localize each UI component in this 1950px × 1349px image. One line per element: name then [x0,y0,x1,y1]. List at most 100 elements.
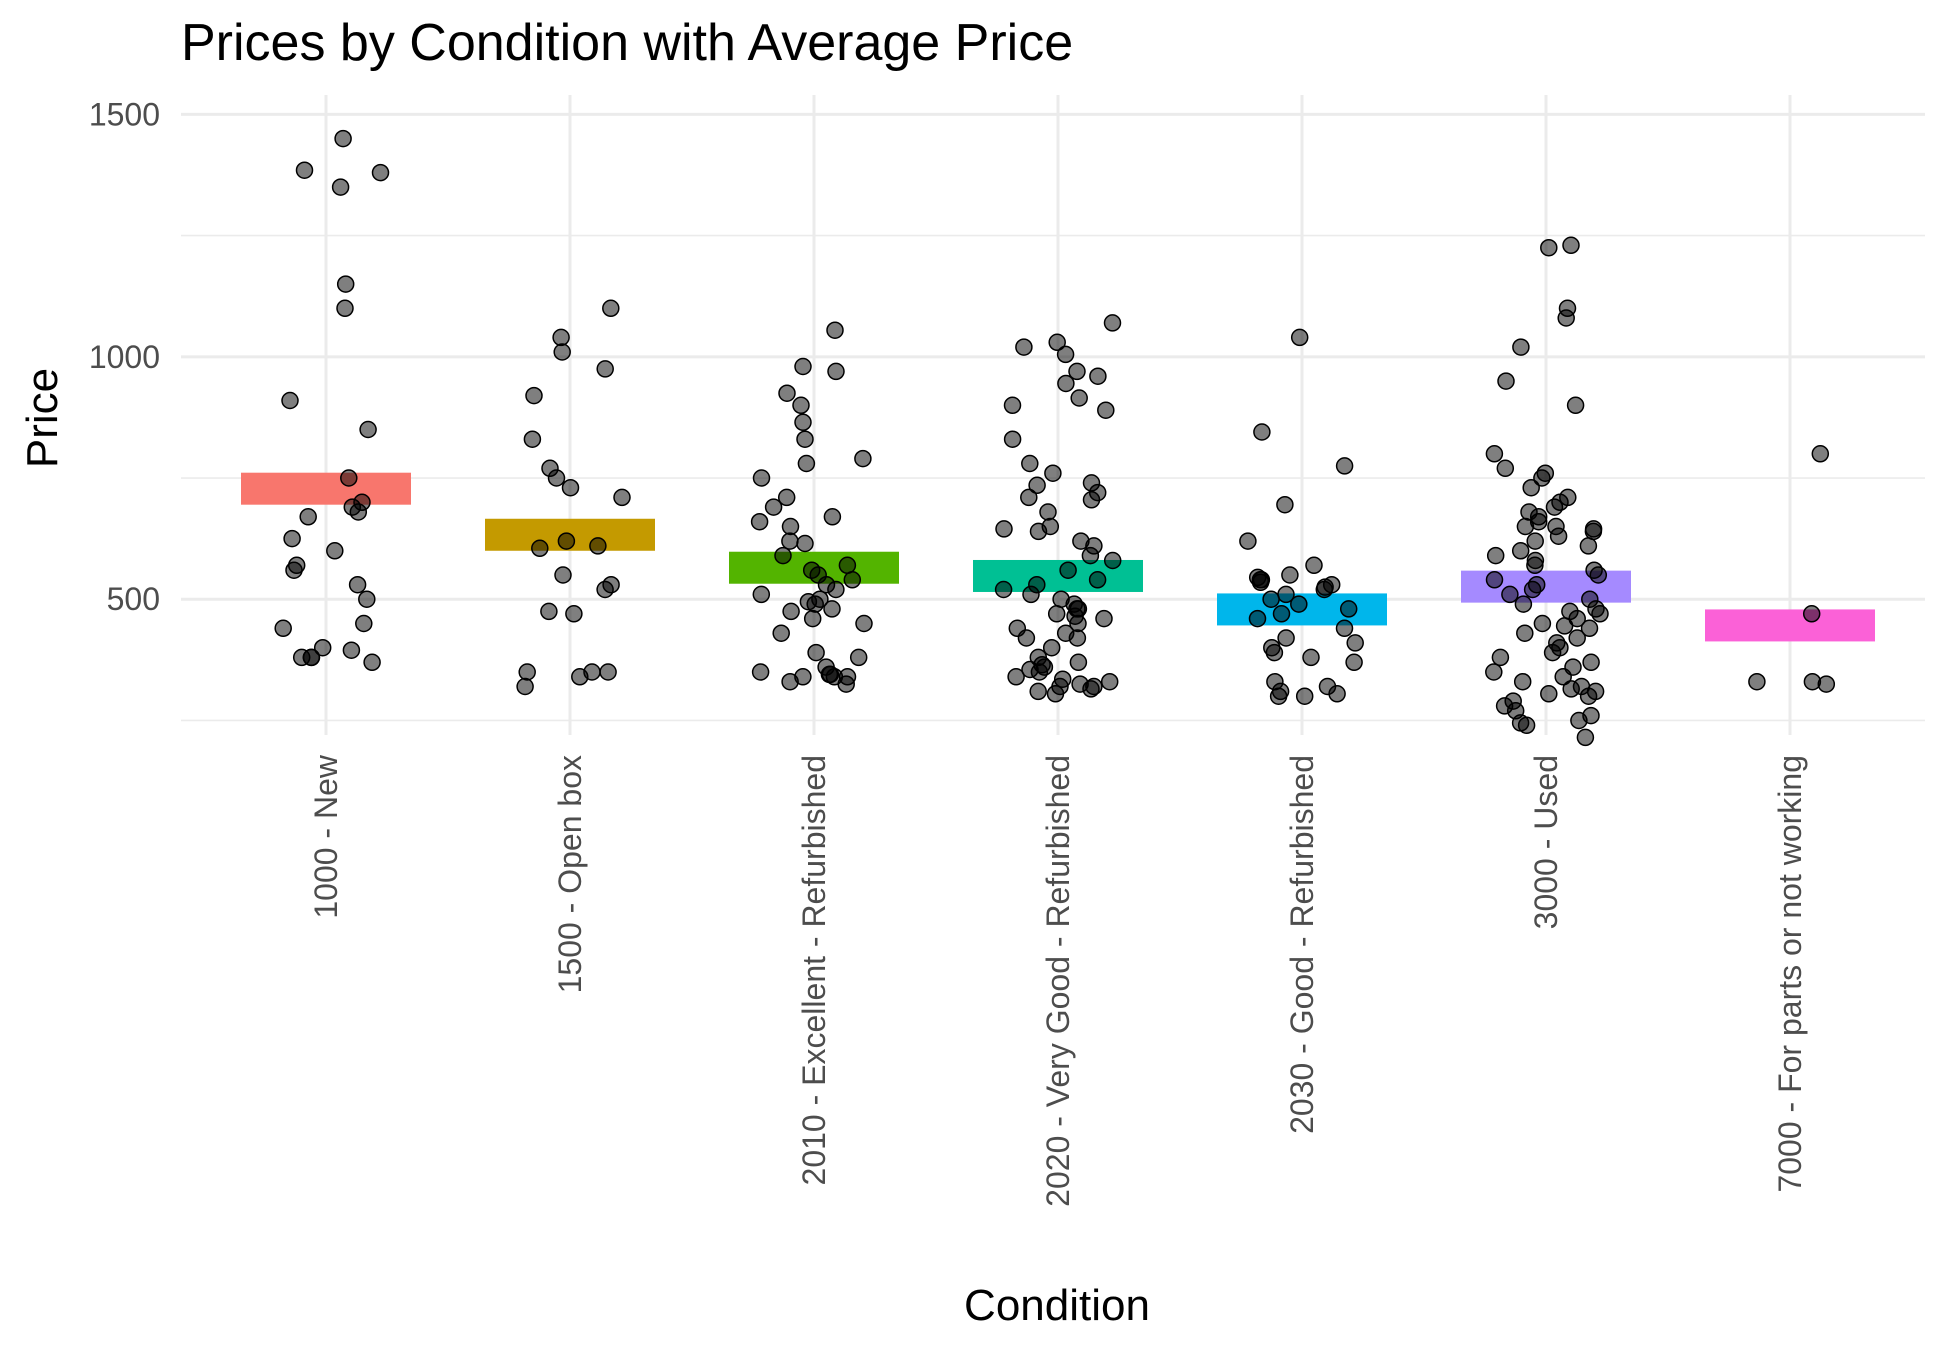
price-point [1081,546,1100,565]
price-point [1485,663,1503,681]
price-point [1591,605,1609,623]
price-point [313,638,332,657]
price-point [561,478,580,497]
price-point [1007,668,1025,686]
price-point [1044,464,1062,482]
price-point [1517,716,1536,735]
price-point [281,391,299,410]
price-point [1579,687,1598,705]
price-point [777,488,796,507]
price-point [1346,634,1364,652]
price-point [1265,643,1284,662]
price-point [355,614,373,633]
price-point [1100,672,1119,691]
price-point [806,595,824,613]
price-point [1290,328,1309,347]
price-point [994,580,1013,599]
price-point [1059,561,1077,579]
price-point [1748,672,1766,691]
price-point [1582,653,1600,672]
price-point [1514,595,1533,613]
price-point [1485,571,1504,589]
price-point [1543,643,1562,662]
price-point [1496,459,1515,478]
price-point [1047,605,1066,623]
price-point [1281,566,1299,584]
price-point [1802,605,1821,623]
price-points [274,129,1836,747]
price-point [1295,687,1314,705]
x-tick-label: 2030 - Good - Refurbished [1284,755,1320,1134]
average-bar [241,472,411,505]
price-point [1533,469,1551,487]
price-point [778,384,796,402]
price-point [285,561,303,579]
price-point [557,532,576,550]
price-point [1526,532,1544,550]
price-point [823,508,842,526]
x-tick-labels: 1000 - New 1500 - Open box 2010 - Excellen… [308,754,1808,1207]
price-point [792,396,810,415]
price-point [855,614,873,633]
price-point [1491,648,1510,667]
price-point [1042,638,1061,657]
price-point [1048,333,1066,352]
price-point [1028,476,1046,495]
price-point [1082,491,1101,509]
price-point [516,677,534,696]
price-point [1039,503,1057,521]
chart-title: Prices by Condition with Average Price [181,14,1073,72]
price-point [295,161,314,179]
price-point [1290,595,1308,613]
price-point [336,299,354,318]
price-point [1557,309,1575,327]
price-point [794,357,812,376]
price-point [1003,430,1022,448]
price-point [302,648,321,667]
price-point [348,575,367,594]
y-tick-labels: 500 1000 1500 [89,96,160,617]
price-point [613,488,631,507]
price-point [547,469,566,487]
price-point [531,539,549,558]
price-point [781,672,799,691]
grid [181,95,1925,735]
price-point [1545,498,1564,516]
price-point [299,508,317,526]
price-point [1315,580,1334,599]
price-point [1485,445,1504,463]
price-point [750,512,769,531]
price-point [782,602,800,621]
x-tick-label: 7000 - For parts or not working [1772,755,1808,1193]
price-point [1335,619,1354,638]
x-tick-label: 2020 - Very Good - Refurbished [1040,755,1076,1207]
price-point [552,328,570,347]
price-point [1549,527,1568,545]
price-point [1017,629,1036,647]
price-point [1513,672,1532,691]
price-point [1021,454,1039,473]
price-point [1576,728,1595,747]
price-point [326,542,344,560]
price-point [854,449,872,468]
price-point [1253,423,1271,441]
price-point [1046,685,1065,703]
price-point [827,580,845,599]
price-point [540,602,558,621]
price-point [571,668,589,686]
price-point [1029,522,1048,541]
price-point [1486,546,1505,565]
price-point [1097,401,1115,419]
price-point [283,529,301,548]
price-point [1029,682,1047,701]
price-point [764,498,783,516]
price-point [359,420,377,439]
price-point [1269,687,1288,705]
price-point [1239,532,1257,550]
price-point [525,386,543,405]
price-point [1030,663,1049,681]
price-point [336,275,355,293]
price-point [796,534,814,553]
price-point [1523,580,1542,599]
price-point [1095,609,1113,628]
